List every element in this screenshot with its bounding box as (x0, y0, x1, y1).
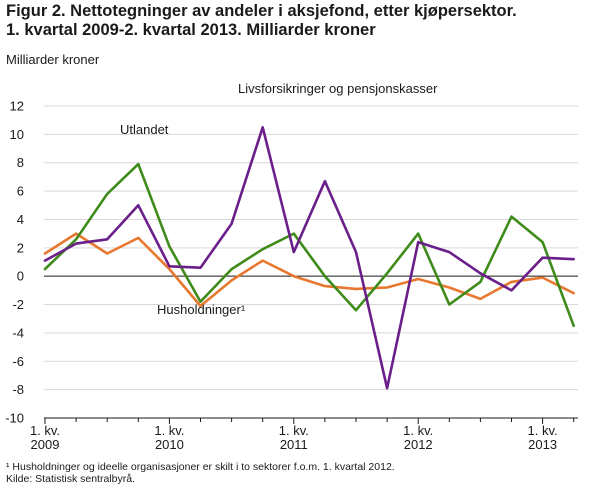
y-tick-label: -8 (12, 382, 24, 397)
y-tick-label: 8 (17, 155, 24, 170)
y-tick-label: 6 (17, 184, 24, 199)
x-tick-label-quarter: 1. kv. (279, 423, 309, 438)
annotation-livsforsikringer: Livsforsikringer og pensjonskasser (238, 81, 438, 96)
source-note: Kilde: Statistisk sentralbyrå. (6, 473, 135, 485)
x-tick-label-year: 2011 (280, 437, 308, 452)
y-tick-label: 4 (17, 212, 24, 227)
x-tick-label-quarter: 1. kv. (528, 423, 558, 438)
series-annotations: Utlandet Livsforsikringer og pensjonskass… (120, 81, 438, 317)
annotation-utlandet: Utlandet (120, 122, 169, 137)
series-line-husholdninger (43, 232, 576, 308)
chart-title: Figur 2. Nettotegninger av andeler i aks… (6, 2, 606, 40)
x-tick-label-quarter: 1. kv. (154, 423, 184, 438)
y-tick-label: -6 (12, 354, 24, 369)
x-tick-label-year: 2013 (528, 437, 557, 452)
x-tick-label-quarter: 1. kv. (30, 423, 60, 438)
y-tick-label: 2 (17, 240, 24, 255)
y-axis-ticks: 12 10 8 6 4 2 0 -2 -4 -6 -8 -10 (5, 99, 24, 426)
x-tick-label-year: 2010 (155, 437, 184, 452)
y-tick-label: -4 (12, 325, 24, 340)
y-tick-label: -10 (5, 411, 24, 426)
annotation-husholdninger: Husholdninger¹ (157, 302, 246, 317)
y-tick-label: 0 (17, 269, 24, 284)
series-lines (43, 126, 576, 390)
x-tick-label-year: 2009 (31, 437, 60, 452)
y-tick-label: -2 (12, 297, 24, 312)
y-tick-label: 12 (10, 99, 24, 114)
chart-title-line-2: 1. kvartal 2009-2. kvartal 2013. Milliar… (6, 21, 376, 39)
x-tick-label-quarter: 1. kv. (403, 423, 433, 438)
series-line-utlandet (43, 162, 576, 328)
gridlines (44, 105, 578, 391)
footnote: ¹ Husholdninger og ideelle organisasjone… (6, 461, 395, 473)
y-tick-label: 10 (10, 127, 24, 142)
chart-title-line-1: Figur 2. Nettotegninger av andeler i aks… (6, 2, 517, 20)
x-tick-label-year: 2012 (404, 437, 433, 452)
y-axis-label: Milliarder kroner (6, 52, 100, 67)
series-line-livsforsikringer (43, 126, 576, 390)
